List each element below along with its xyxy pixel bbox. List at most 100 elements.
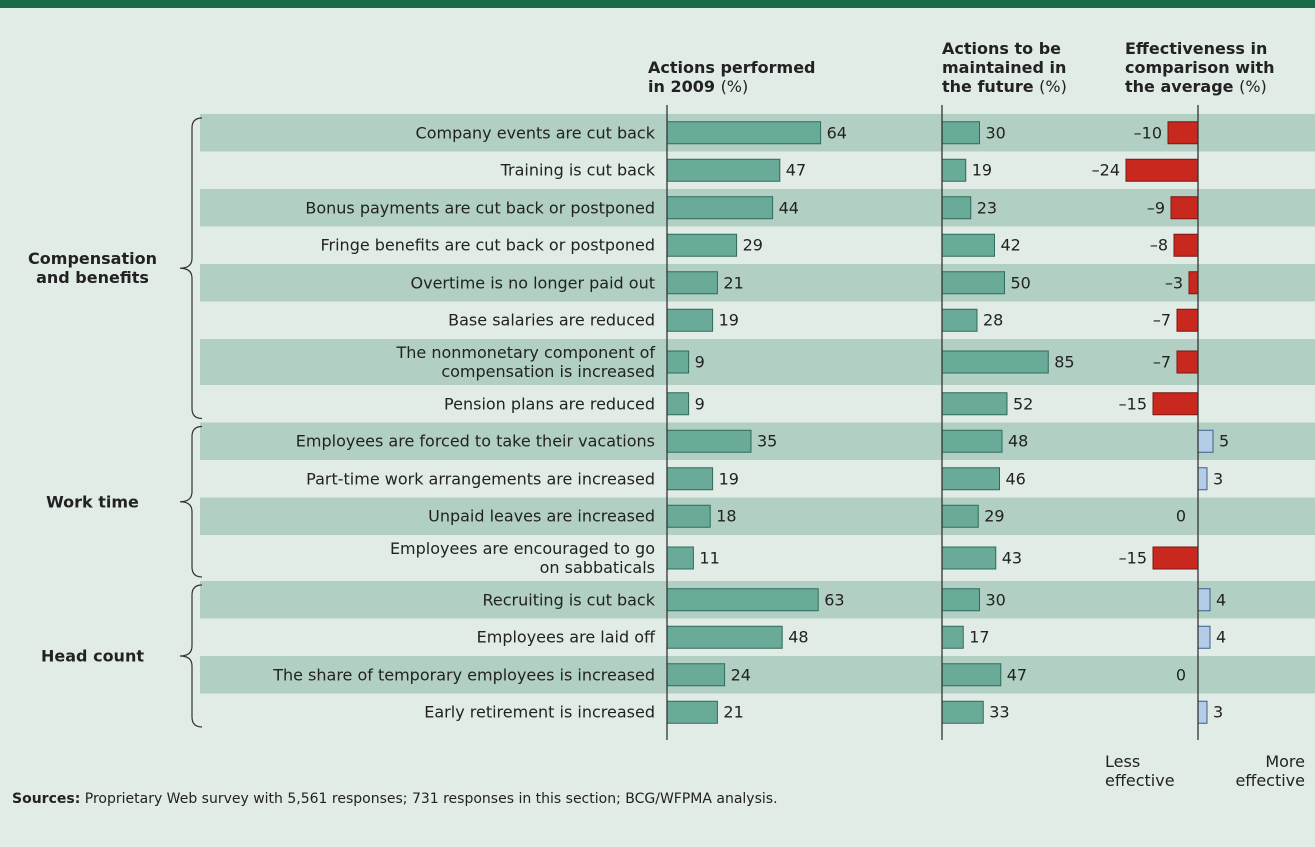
value-label: 50 (1010, 273, 1031, 293)
value-label: 47 (1006, 665, 1028, 685)
bar (1197, 625, 1211, 649)
bar (941, 588, 980, 612)
value-label: 4 (1216, 590, 1227, 610)
category-label: Bonus payments are cut back or postponed (305, 198, 655, 218)
bar (1188, 271, 1199, 295)
panel-title-text: Actions performed in 2009 (648, 58, 816, 96)
value-label: 64 (826, 123, 847, 143)
bar (941, 158, 967, 182)
value-label: 19 (971, 160, 993, 180)
bar (1167, 121, 1199, 145)
bar (941, 121, 980, 145)
group-brace (179, 117, 203, 420)
bar (666, 546, 694, 570)
bar (666, 392, 690, 416)
value-label: 46 (1005, 469, 1026, 489)
value-label: 23 (976, 198, 998, 218)
value-label: 52 (1013, 394, 1034, 414)
value-label: 63 (824, 590, 845, 610)
bar (666, 504, 711, 528)
value-label: –10 (1133, 123, 1162, 143)
group-label: Work time (46, 492, 139, 512)
panel-title-unit: (%) (720, 77, 749, 96)
value-label: 11 (699, 548, 720, 568)
bar (941, 504, 979, 528)
value-label: 33 (989, 702, 1010, 722)
value-label: 21 (723, 702, 744, 722)
bar (666, 429, 752, 453)
footer-label: Sources: (12, 791, 81, 807)
category-label: The share of temporary employees is incr… (273, 665, 655, 685)
bar (941, 546, 997, 570)
value-label: 85 (1054, 352, 1075, 372)
bar (666, 700, 718, 724)
annotation: More effective (1235, 752, 1305, 790)
bar (1125, 158, 1199, 182)
bar (941, 429, 1003, 453)
panel-title: Actions performed in 2009 (%) (648, 58, 816, 96)
panel-title-unit: (%) (1239, 77, 1267, 96)
value-label: 29 (742, 235, 763, 255)
panel-title-text: Effectiveness in comparison with the ave… (1125, 39, 1275, 96)
bar (666, 121, 822, 145)
bar (1173, 233, 1199, 257)
bar (666, 158, 781, 182)
group-label: Head count (41, 646, 144, 666)
top-band (0, 0, 1315, 8)
value-label: –3 (1164, 273, 1183, 293)
bar (1197, 700, 1208, 724)
bar (666, 467, 714, 491)
panel-title-unit: (%) (1039, 77, 1067, 96)
row-stripe (200, 497, 1315, 535)
value-label: 44 (778, 198, 799, 218)
panel-title: Effectiveness in comparison with the ave… (1125, 39, 1275, 96)
bar (941, 308, 978, 332)
value-label: 30 (985, 123, 1006, 143)
bar (666, 271, 718, 295)
category-label: Employees are laid off (476, 627, 655, 647)
bar (941, 233, 995, 257)
value-label: 43 (1001, 548, 1023, 568)
value-label: 29 (984, 506, 1005, 526)
row-stripe (200, 339, 1315, 385)
value-label: 30 (985, 590, 1006, 610)
value-label: 0 (1175, 506, 1186, 526)
bar (1176, 350, 1199, 374)
bar (1170, 196, 1199, 220)
category-label: Employees are encouraged to go on sabbat… (389, 539, 655, 577)
category-label: Fringe benefits are cut back or postpone… (320, 235, 655, 255)
row-stripe (200, 422, 1315, 460)
category-label: Recruiting is cut back (482, 590, 656, 610)
value-label: 19 (718, 310, 739, 330)
bar (941, 271, 1005, 295)
category-label: Company events are cut back (415, 123, 655, 143)
value-label: 48 (788, 627, 809, 647)
value-label: 28 (983, 310, 1004, 330)
bar (666, 350, 690, 374)
value-label: 48 (1008, 431, 1029, 451)
category-label: The nonmonetary component of compensatio… (396, 343, 655, 381)
annotation: Less effective (1105, 752, 1175, 790)
category-label: Base salaries are reduced (448, 310, 655, 330)
value-label: –9 (1146, 198, 1165, 218)
bar (941, 467, 1000, 491)
category-label: Part-time work arrangements are increase… (306, 469, 655, 489)
category-label: Early retirement is increased (424, 702, 655, 722)
value-label: 18 (716, 506, 737, 526)
bar (1197, 467, 1208, 491)
value-label: 9 (694, 394, 705, 414)
footer: Sources: Proprietary Web survey with 5,5… (12, 790, 778, 809)
bar (666, 308, 714, 332)
value-label: 19 (718, 469, 739, 489)
category-label: Pension plans are reduced (444, 394, 655, 414)
value-label: 42 (1000, 235, 1021, 255)
value-label: 17 (969, 627, 990, 647)
value-label: 0 (1175, 665, 1186, 685)
row-stripe (200, 264, 1315, 302)
value-label: 3 (1213, 702, 1224, 722)
group-label: Compensation and benefits (28, 249, 157, 288)
value-label: 47 (785, 160, 807, 180)
row-stripe (200, 656, 1315, 694)
value-label: 5 (1219, 431, 1230, 451)
